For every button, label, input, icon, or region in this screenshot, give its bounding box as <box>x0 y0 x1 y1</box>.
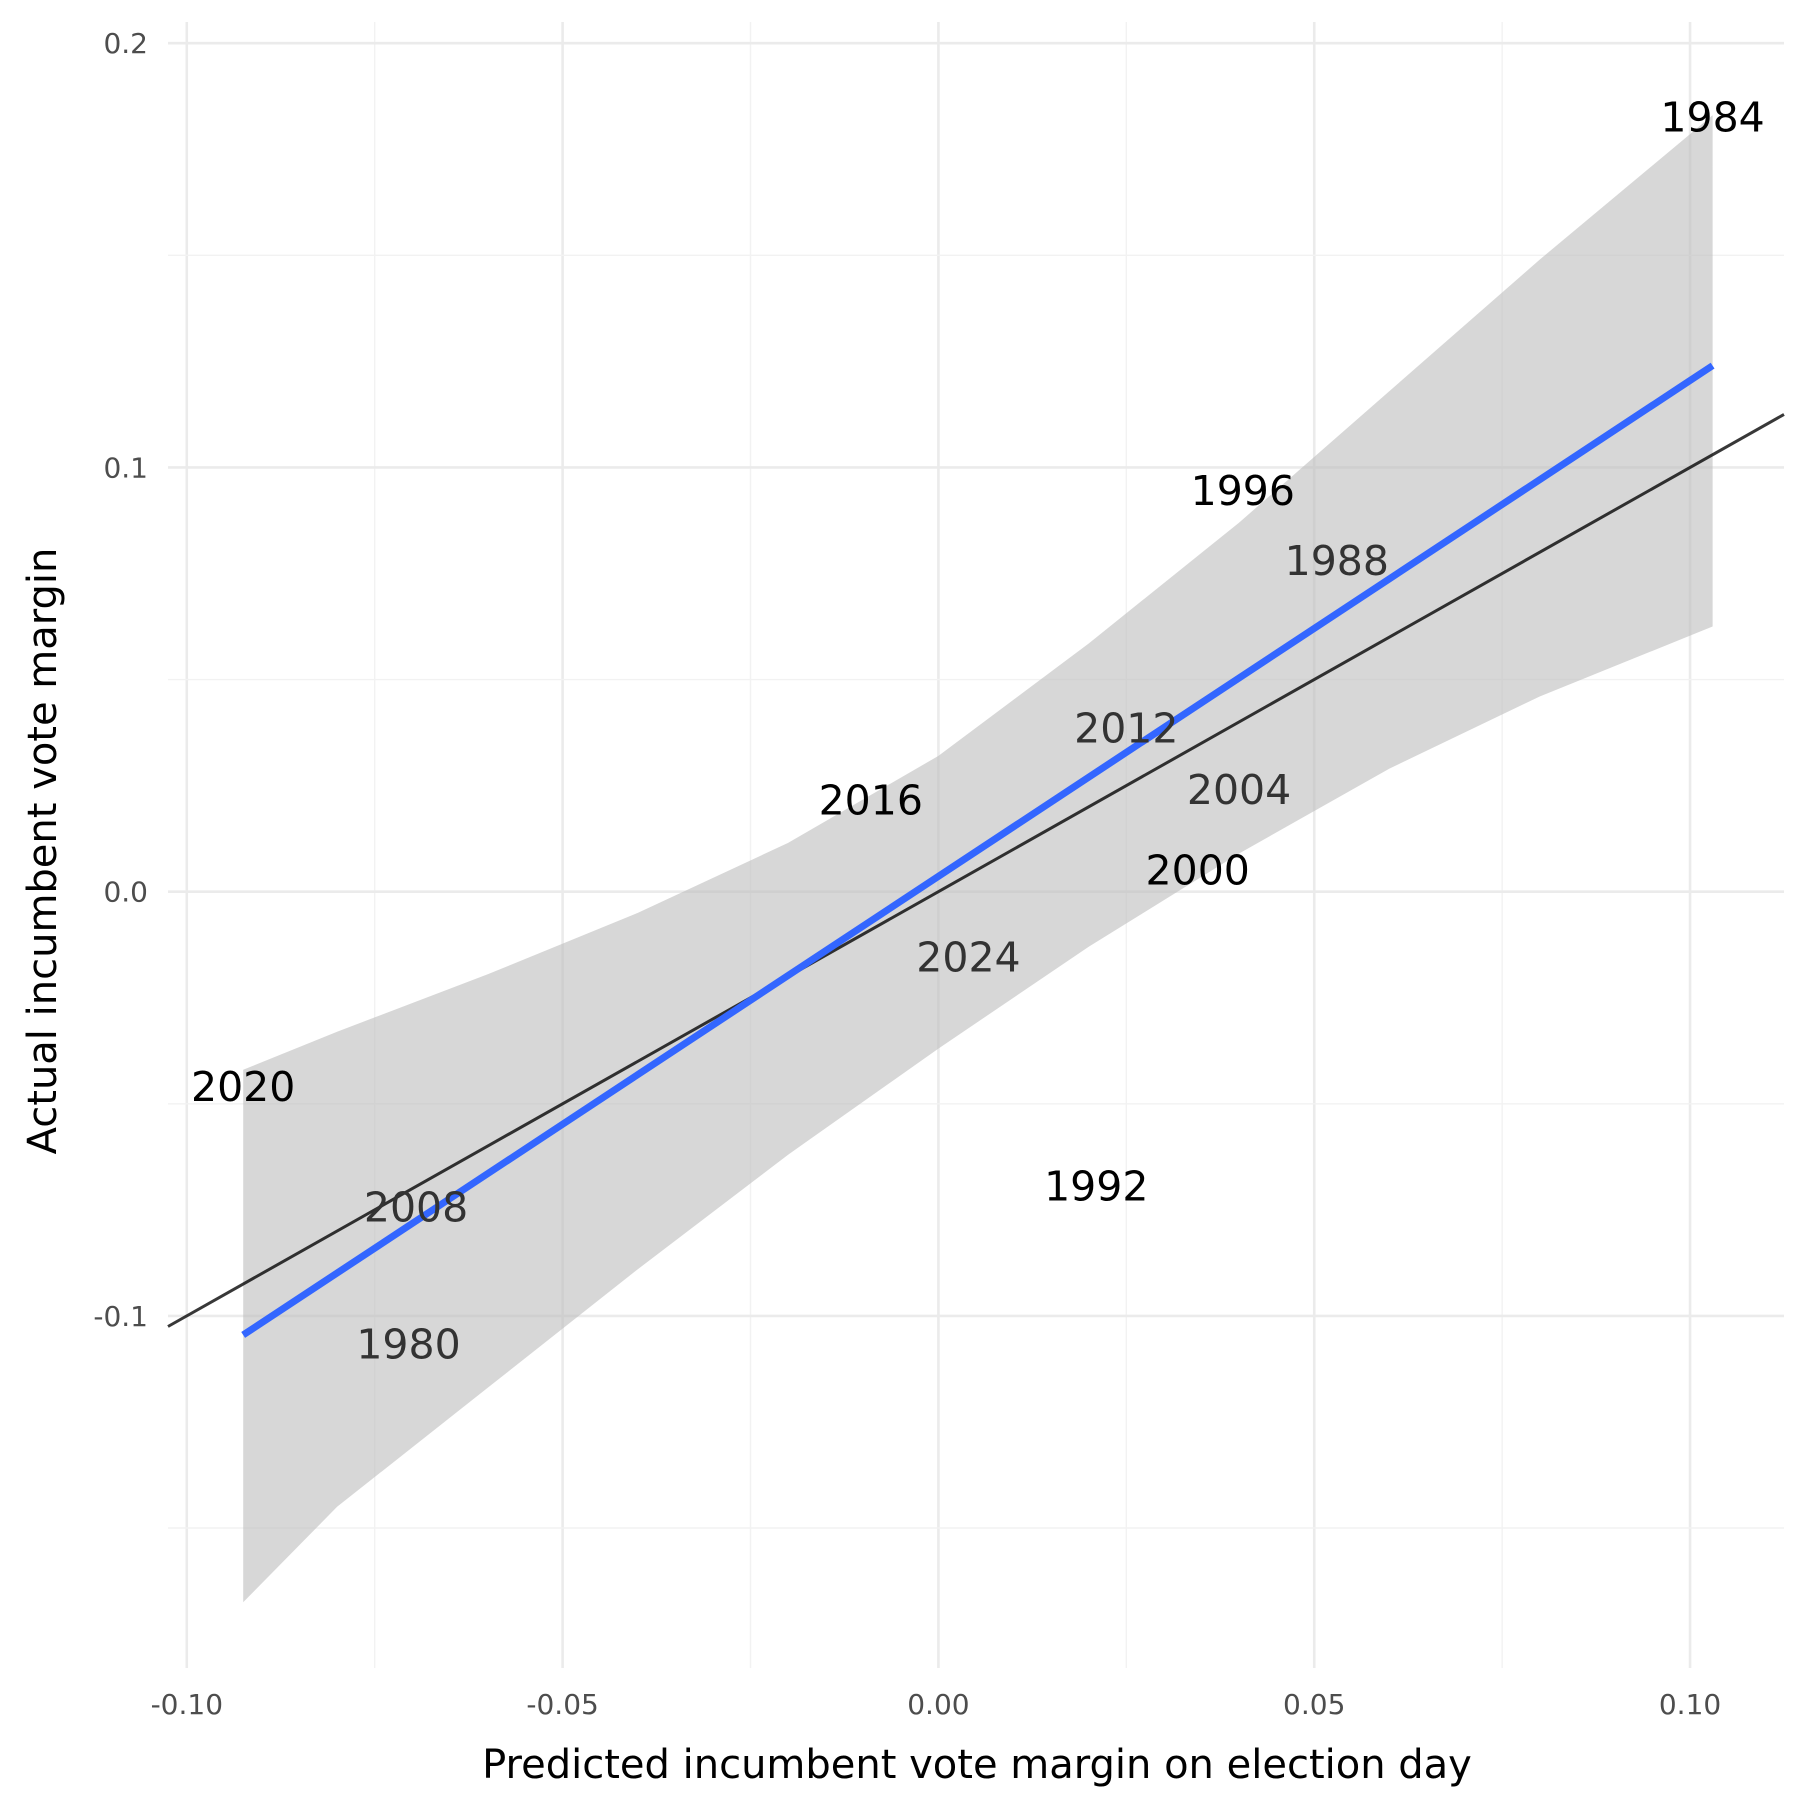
year-label-1984: 1984 <box>1660 93 1764 141</box>
year-label-2020: 2020 <box>191 1063 295 1111</box>
year-label-2016: 2016 <box>819 776 923 824</box>
year-label-2004: 2004 <box>1187 766 1291 814</box>
point-labels: 1980 1984 1988 1992 1996 2000 2004 2008 2012 2016… <box>191 93 1765 1368</box>
y-axis-title: Actual incumbent vote margin <box>20 548 66 1155</box>
year-label-1996: 1996 <box>1191 467 1295 515</box>
year-label-1988: 1988 <box>1285 537 1389 585</box>
year-label-2012: 2012 <box>1074 704 1178 752</box>
year-label-1980: 1980 <box>356 1321 460 1369</box>
year-label-2024: 2024 <box>916 933 1020 981</box>
y-tick-label: 0.2 <box>103 27 148 60</box>
x-tick-label: 0.10 <box>1659 1688 1721 1721</box>
y-tick-label: 0.0 <box>103 876 148 909</box>
year-label-2000: 2000 <box>1146 846 1250 894</box>
x-tick-label: -0.05 <box>526 1688 598 1721</box>
year-label-1992: 1992 <box>1044 1163 1148 1211</box>
y-tick-labels: -0.1 0.0 0.1 0.2 <box>93 27 148 1333</box>
y-tick-label: 0.1 <box>103 451 148 484</box>
confidence-band <box>243 115 1713 1603</box>
x-tick-label: 0.05 <box>1283 1688 1345 1721</box>
identity-line <box>167 413 1785 1328</box>
y-tick-label: -0.1 <box>93 1300 148 1333</box>
year-label-2008: 2008 <box>364 1184 468 1232</box>
fit-line <box>241 362 1715 1338</box>
x-tick-label: 0.00 <box>907 1688 969 1721</box>
x-tick-labels: -0.10 -0.05 0.00 0.05 0.10 <box>151 1688 1722 1721</box>
x-axis-title: Predicted incumbent vote margin on elect… <box>482 1742 1472 1788</box>
x-tick-label: -0.10 <box>151 1688 223 1721</box>
